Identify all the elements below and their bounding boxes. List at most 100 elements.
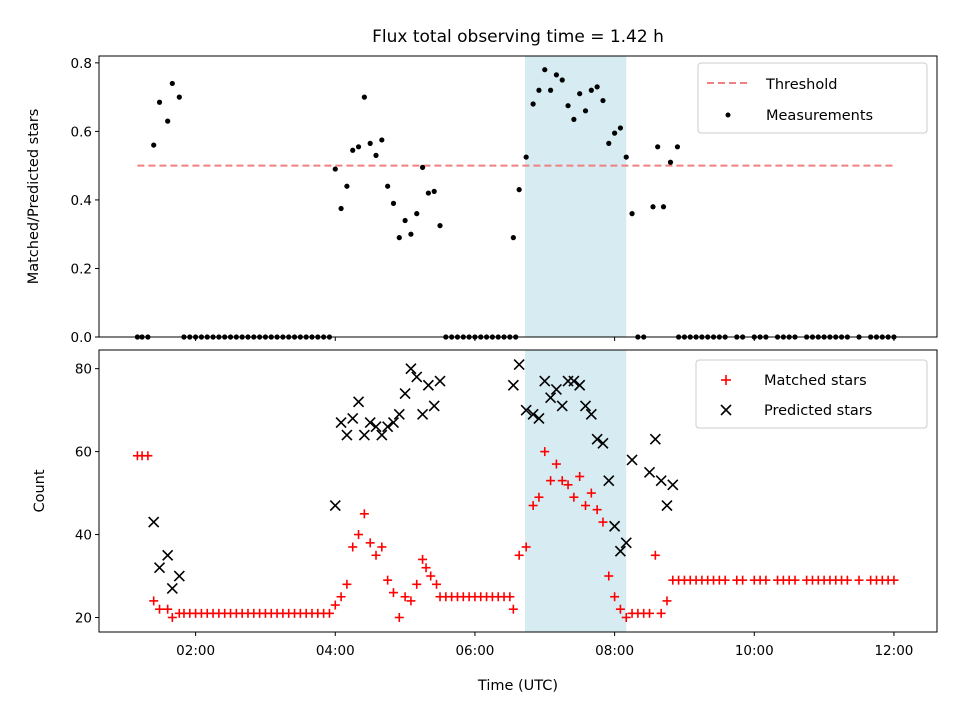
matched-star-point <box>383 575 393 585</box>
matched-star-point <box>155 604 165 614</box>
ratio-y-tick-label: 0.8 <box>71 56 92 72</box>
predicted-star-point <box>513 358 525 371</box>
matched-star-point <box>354 530 364 540</box>
predicted-star-point <box>527 408 539 420</box>
matched-star-point <box>842 575 852 585</box>
matched-star-point <box>508 604 518 614</box>
matched-star-point <box>418 554 428 564</box>
ratio-panel-y-label: Matched/Predicted stars <box>26 109 42 285</box>
predicted-star-point <box>148 516 160 528</box>
x-stroke-b <box>335 417 347 429</box>
matched-star-point <box>551 459 561 469</box>
measurement-point <box>623 154 629 160</box>
measurement-point <box>332 166 338 172</box>
measurement-point <box>437 223 443 229</box>
x-tick-label: 10:00 <box>735 643 774 659</box>
x-axis-label: Time (UTC) <box>477 678 558 694</box>
predicted-star-point <box>329 499 341 512</box>
x-tick-label: 12:00 <box>874 643 913 659</box>
measurement-point <box>667 159 674 165</box>
x-stroke-b <box>643 466 656 478</box>
x-stroke-b <box>422 379 434 391</box>
count-y-tick-label: 20 <box>75 610 92 626</box>
predicted-star-point <box>533 412 545 424</box>
measurement-point <box>559 77 565 83</box>
x-tick-label: 04:00 <box>316 643 355 659</box>
x-stroke-b <box>162 549 174 561</box>
legend-x-marker <box>720 404 732 416</box>
x-stroke-b <box>614 545 626 557</box>
matched-star-point <box>563 480 573 490</box>
x-stroke-b <box>399 387 411 400</box>
predicted-star-point <box>539 375 551 387</box>
count-panel-legend: Matched stars Predicted stars <box>695 359 928 429</box>
matched-star-point <box>514 550 524 560</box>
predicted-star-point <box>591 433 603 445</box>
x-stroke-b <box>364 417 376 429</box>
matched-star-point <box>656 608 666 618</box>
chart-title: Flux total observing time = 1.42 h <box>372 27 664 47</box>
legend-measurements-label: Measurements <box>766 108 873 124</box>
matched-star-point <box>528 501 538 511</box>
legend-matched-label: Matched stars <box>764 373 867 389</box>
count-panel-y-label: Count <box>32 469 48 512</box>
measurement-point <box>165 118 171 124</box>
matched-star-point <box>388 588 398 598</box>
ratio-panel-y-ticks: 0.0 0.2 0.4 0.6 0.8 <box>71 56 99 346</box>
matched-star-point <box>421 563 431 573</box>
predicted-star-point <box>341 429 353 441</box>
predicted-star-point <box>347 412 359 424</box>
ratio-panel-legend: Threshold Measurements <box>697 62 928 134</box>
x-stroke-b <box>591 433 603 445</box>
matched-star-point <box>377 542 387 552</box>
measurement-point <box>655 144 661 150</box>
matched-star-point <box>336 592 346 602</box>
measurement-point <box>379 137 385 143</box>
matched-star-point <box>167 612 177 622</box>
measurement-point <box>542 67 548 73</box>
predicted-star-point <box>428 400 440 412</box>
x-stroke-b <box>387 417 400 429</box>
x-stroke-b <box>556 400 568 412</box>
x-stroke-b <box>527 408 539 420</box>
predicted-star-point <box>405 363 417 375</box>
x-stroke-b <box>166 582 178 595</box>
matched-star-point <box>348 542 358 552</box>
matched-star-points <box>132 447 899 622</box>
measurement-point <box>151 142 157 148</box>
x-stroke-b <box>358 429 370 441</box>
measurement-point <box>176 94 182 100</box>
measurement-point <box>367 140 373 146</box>
x-stroke-b <box>655 475 667 487</box>
matched-star-point <box>534 492 544 502</box>
x-stroke-b <box>533 412 545 424</box>
matched-star-point <box>761 575 771 585</box>
count-y-tick-label: 60 <box>75 445 92 461</box>
predicted-star-point <box>597 437 609 449</box>
measurement-point <box>617 125 624 131</box>
ratio-panel: 0.00.20.40.60.8 Matched/Predicted stars … <box>26 27 938 346</box>
x-stroke-b <box>376 429 388 441</box>
measurement-point <box>414 211 420 217</box>
measurement-point <box>408 231 414 237</box>
x-stroke-b <box>539 375 551 387</box>
measurement-point <box>629 211 635 217</box>
x-stroke-b <box>405 363 417 375</box>
matched-star-point <box>592 505 602 515</box>
x-stroke-b <box>626 454 638 466</box>
matched-star-point <box>586 488 596 498</box>
x-stroke-b <box>329 499 341 512</box>
measurement-point <box>565 103 571 109</box>
measurement-point <box>523 154 529 160</box>
measurement-point <box>650 204 656 210</box>
matched-star-point <box>738 575 748 585</box>
measurement-points <box>134 67 897 340</box>
x-stroke-b <box>416 408 429 420</box>
measurement-point <box>385 183 391 189</box>
predicted-star-point <box>387 417 400 429</box>
legend-matched-swatch <box>721 375 731 385</box>
predicted-star-point <box>661 499 673 512</box>
predicted-star-point <box>507 379 519 391</box>
predicted-star-point <box>382 421 394 433</box>
ratio-panel-highlight-band <box>524 56 627 337</box>
